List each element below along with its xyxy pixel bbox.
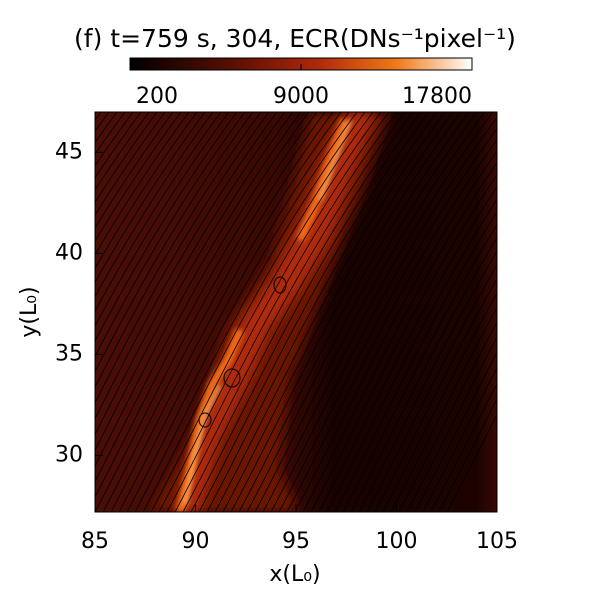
- contour-line: [366, 264, 497, 512]
- contour-line: [286, 138, 497, 512]
- contour-line: [95, 112, 286, 436]
- x-tick-label: 105: [476, 529, 518, 554]
- contour-line: [414, 351, 497, 512]
- contour-line: [95, 112, 302, 467]
- contour-line: [398, 321, 497, 512]
- contour-line: [142, 112, 374, 512]
- contour-line: [262, 112, 494, 512]
- contour-line: [95, 112, 214, 298]
- contour-line: [222, 112, 454, 512]
- colorbar-tick-label: 9000: [273, 84, 329, 109]
- x-tick-label: 90: [182, 529, 210, 554]
- contour-line: [446, 413, 497, 512]
- contour-line: [95, 112, 150, 191]
- contour-line: [95, 112, 238, 342]
- contour-loop: [198, 412, 212, 428]
- y-tick-label: 40: [55, 240, 83, 265]
- contour-line: [95, 112, 310, 483]
- x-tick-label: 85: [81, 529, 109, 554]
- contour-line: [310, 173, 497, 512]
- y-tick-label: 35: [55, 341, 83, 366]
- contour-line: [95, 112, 262, 389]
- contour-line: [95, 112, 222, 313]
- contour-line: [95, 112, 278, 420]
- colorbar-tick-label: 17800: [402, 84, 472, 109]
- contours: [95, 112, 497, 512]
- contour-line: [238, 112, 470, 512]
- contour-line: [95, 112, 318, 498]
- contour-line: [230, 112, 462, 512]
- x-tick-label: 95: [282, 529, 310, 554]
- contour-line: [95, 112, 294, 452]
- contour-line: [406, 336, 497, 512]
- chart-title: (f) t=759 s, 304, ECR(DNs⁻¹pixel⁻¹): [74, 24, 516, 53]
- y-tick-label: 45: [55, 139, 83, 164]
- contour-line: [422, 366, 497, 512]
- contour-line: [95, 112, 166, 216]
- contour-line: [198, 112, 430, 512]
- heat-streak: [175, 118, 350, 512]
- contour-line: [95, 112, 206, 284]
- contour-line: [158, 112, 390, 512]
- x-tick-label: 100: [376, 529, 418, 554]
- contour-line: [190, 112, 422, 512]
- contour-line: [350, 237, 497, 512]
- contour-line: [134, 112, 366, 512]
- y-tick-label: 30: [55, 442, 83, 467]
- contour-line: [214, 112, 446, 512]
- heatmap: [95, 112, 497, 512]
- contour-line: [358, 250, 497, 512]
- contour-line: [95, 112, 198, 270]
- contour-line: [95, 112, 142, 179]
- contour-line: [110, 112, 342, 512]
- contour-line: [182, 112, 414, 512]
- contour-line: [102, 112, 334, 512]
- contour-loop: [223, 368, 241, 388]
- contour-line: [126, 112, 358, 512]
- heat-band: [175, 112, 375, 512]
- contour-line: [326, 198, 497, 512]
- heat-core: [183, 119, 352, 506]
- contour-line: [246, 112, 478, 512]
- colorbar-tick-label: 200: [136, 84, 178, 109]
- x-axis-label: x(L₀): [269, 562, 320, 587]
- contour-line: [95, 112, 182, 242]
- contour-line: [95, 112, 102, 121]
- contour-line: [95, 112, 246, 358]
- contour-line: [278, 127, 497, 512]
- contour-line: [374, 278, 497, 512]
- contour-line: [254, 112, 486, 512]
- contour-line: [294, 150, 497, 512]
- contour-line: [206, 112, 438, 512]
- contour-line: [342, 223, 497, 512]
- contour-line: [166, 112, 398, 512]
- contour-line: [95, 112, 174, 229]
- contour-line: [150, 112, 382, 512]
- contour-line: [334, 210, 497, 512]
- contour-line: [390, 306, 497, 512]
- contour-line: [318, 186, 497, 512]
- contour-line: [95, 112, 254, 373]
- contour-line: [95, 112, 270, 404]
- contour-line: [174, 112, 406, 512]
- contour-line: [95, 112, 190, 256]
- contour-line: [118, 112, 350, 512]
- contour-line: [430, 382, 497, 512]
- contour-line: [302, 162, 497, 512]
- contour-loop: [273, 276, 287, 294]
- contour-line: [270, 116, 497, 512]
- contour-line: [95, 112, 158, 204]
- contour-line: [382, 292, 497, 512]
- contour-line: [95, 112, 326, 512]
- y-axis-label: y(L₀): [17, 286, 42, 337]
- contour-line: [438, 398, 497, 512]
